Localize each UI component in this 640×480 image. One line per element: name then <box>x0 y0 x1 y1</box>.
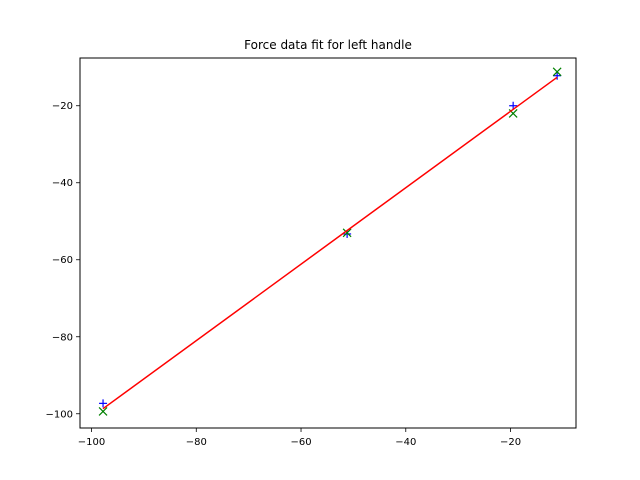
y-tick-label: −80 <box>52 332 73 343</box>
x-marker-1 <box>342 228 352 238</box>
chart-title: Force data fit for left handle <box>244 38 412 52</box>
x-marker-3 <box>552 67 562 77</box>
x-tick-label: −60 <box>290 437 311 448</box>
x-tick-label: −20 <box>500 437 521 448</box>
y-tick-label: −60 <box>52 255 73 266</box>
axes-frame <box>79 57 577 429</box>
y-tick-label: −20 <box>52 101 73 112</box>
fit-line <box>102 76 558 410</box>
axes: −100 −80 −60 −40 −20 −100 −80 −60 −40 −20 <box>46 101 522 448</box>
x-tick-label: −100 <box>78 437 105 448</box>
plus-marker-0 <box>99 399 108 408</box>
y-tick-label: −100 <box>46 409 73 420</box>
y-tick-label: −40 <box>52 178 73 189</box>
plus-marker-3 <box>553 71 562 80</box>
x-tick-label: −40 <box>395 437 416 448</box>
x-tick-label: −80 <box>186 437 207 448</box>
plot-area <box>98 67 562 416</box>
x-marker-0 <box>98 407 108 416</box>
plus-marker-2 <box>509 101 518 110</box>
